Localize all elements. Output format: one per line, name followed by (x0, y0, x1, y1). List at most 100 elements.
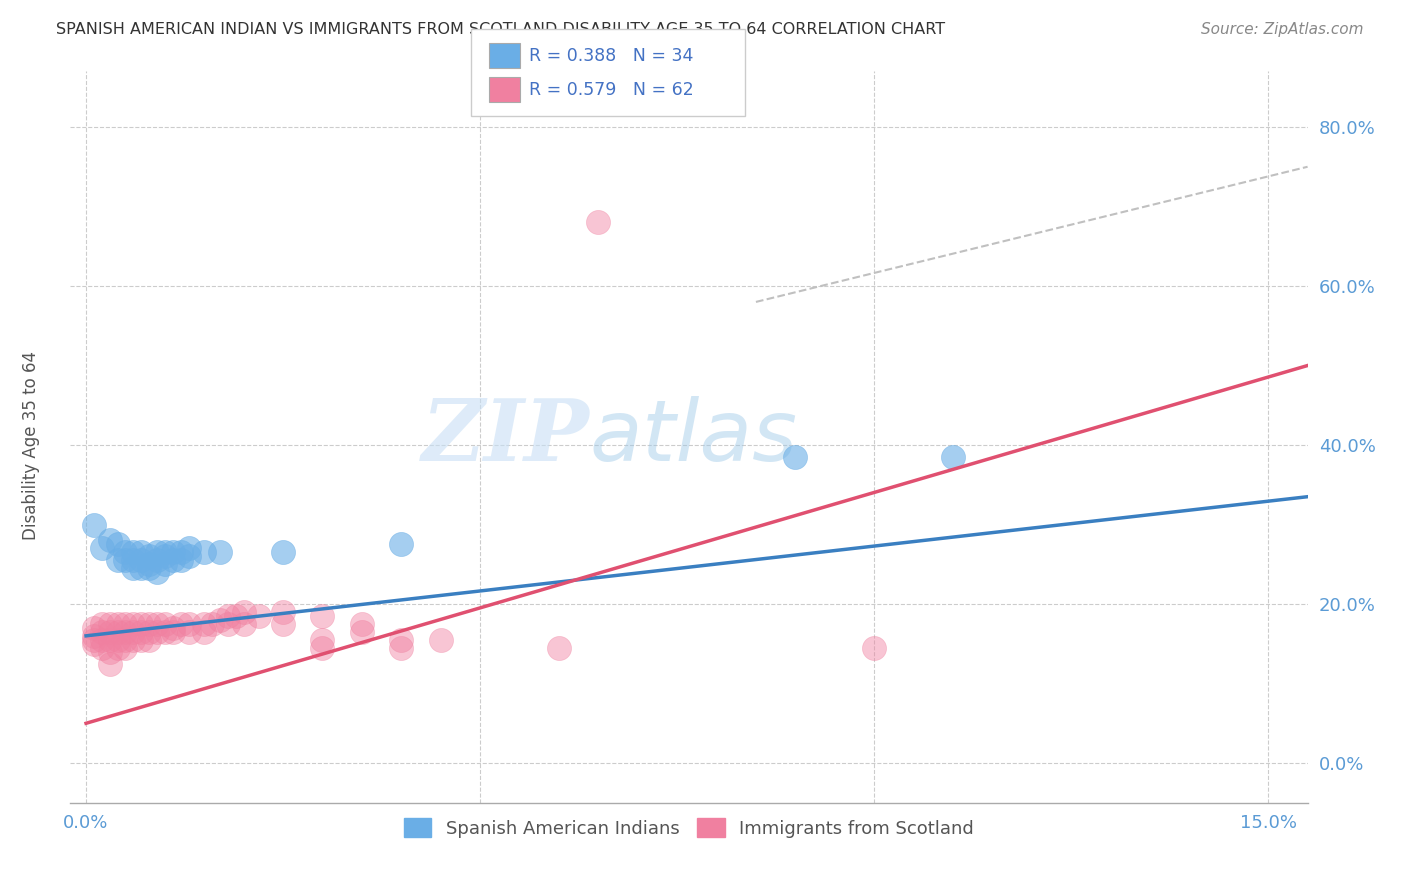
Point (271, 616, 294, 631)
Point (90, 624, 112, 639)
Point (942, 450, 965, 464)
Point (114, 624, 136, 639)
Point (129, 616, 152, 631)
Point (311, 640, 333, 655)
Text: R = 0.579   N = 62: R = 0.579 N = 62 (529, 80, 693, 98)
Text: atlas: atlas (591, 395, 799, 479)
Point (201, 616, 224, 631)
Point (98, 632, 121, 647)
Point (83, 637, 105, 651)
Point (177, 549, 200, 564)
Point (114, 553, 136, 567)
Point (177, 616, 200, 631)
Point (90, 541, 112, 556)
Point (225, 609, 247, 624)
Point (90, 632, 112, 647)
Point (217, 609, 239, 624)
Legend: Spanish American Indians, Immigrants from Scotland: Spanish American Indians, Immigrants fro… (396, 811, 981, 845)
Point (350, 616, 373, 631)
Point (177, 541, 200, 556)
Point (129, 632, 152, 647)
Point (162, 621, 184, 635)
Text: ZIP: ZIP (422, 395, 591, 479)
Point (162, 624, 184, 639)
Point (83, 517, 105, 532)
Point (122, 553, 145, 567)
Point (162, 545, 184, 559)
Point (249, 609, 271, 624)
Point (107, 616, 129, 631)
Point (146, 566, 169, 580)
Point (350, 624, 373, 639)
Point (271, 605, 294, 619)
Point (107, 640, 129, 655)
Point (389, 640, 412, 655)
Point (98, 657, 121, 671)
Point (311, 632, 333, 647)
Point (863, 640, 886, 655)
Point (138, 624, 160, 639)
Text: Disability Age 35 to 64: Disability Age 35 to 64 (22, 351, 39, 541)
Point (98, 624, 121, 639)
Point (129, 624, 152, 639)
Point (129, 553, 152, 567)
Point (114, 616, 136, 631)
Point (138, 632, 160, 647)
Point (232, 605, 254, 619)
Point (107, 624, 129, 639)
Point (153, 616, 176, 631)
Point (429, 632, 451, 647)
Point (138, 558, 160, 572)
Point (153, 624, 176, 639)
Point (169, 616, 191, 631)
Point (169, 545, 191, 559)
Point (146, 624, 169, 639)
Point (271, 545, 294, 559)
Point (208, 545, 231, 559)
Point (193, 545, 215, 559)
Point (122, 545, 145, 559)
Point (217, 616, 239, 631)
Point (83, 621, 105, 635)
Point (311, 609, 333, 624)
Point (122, 616, 145, 631)
Point (98, 533, 121, 548)
Point (114, 545, 136, 559)
Point (389, 537, 412, 551)
Point (122, 624, 145, 639)
Point (122, 561, 145, 575)
Point (107, 537, 129, 551)
Point (169, 553, 191, 567)
Point (90, 640, 112, 655)
Point (98, 616, 121, 631)
Point (162, 553, 184, 567)
Point (193, 616, 215, 631)
Point (98, 645, 121, 659)
Point (232, 616, 254, 631)
Text: Source: ZipAtlas.com: Source: ZipAtlas.com (1201, 22, 1364, 37)
Point (588, 215, 610, 229)
Point (146, 545, 169, 559)
Point (129, 545, 152, 559)
Point (122, 632, 145, 647)
Point (548, 640, 571, 655)
Point (83, 629, 105, 643)
Point (177, 624, 200, 639)
Point (114, 640, 136, 655)
Point (138, 549, 160, 564)
Point (146, 616, 169, 631)
Point (107, 553, 129, 567)
Text: R = 0.388   N = 34: R = 0.388 N = 34 (529, 46, 693, 65)
Point (83, 632, 105, 647)
Point (129, 561, 152, 575)
Point (193, 624, 215, 639)
Point (153, 549, 176, 564)
Point (389, 632, 412, 647)
Point (90, 616, 112, 631)
Point (153, 545, 176, 559)
Text: SPANISH AMERICAN INDIAN VS IMMIGRANTS FROM SCOTLAND DISABILITY AGE 35 TO 64 CORR: SPANISH AMERICAN INDIAN VS IMMIGRANTS FR… (56, 22, 945, 37)
Point (785, 450, 807, 464)
Point (114, 632, 136, 647)
Point (107, 632, 129, 647)
Point (146, 553, 169, 567)
